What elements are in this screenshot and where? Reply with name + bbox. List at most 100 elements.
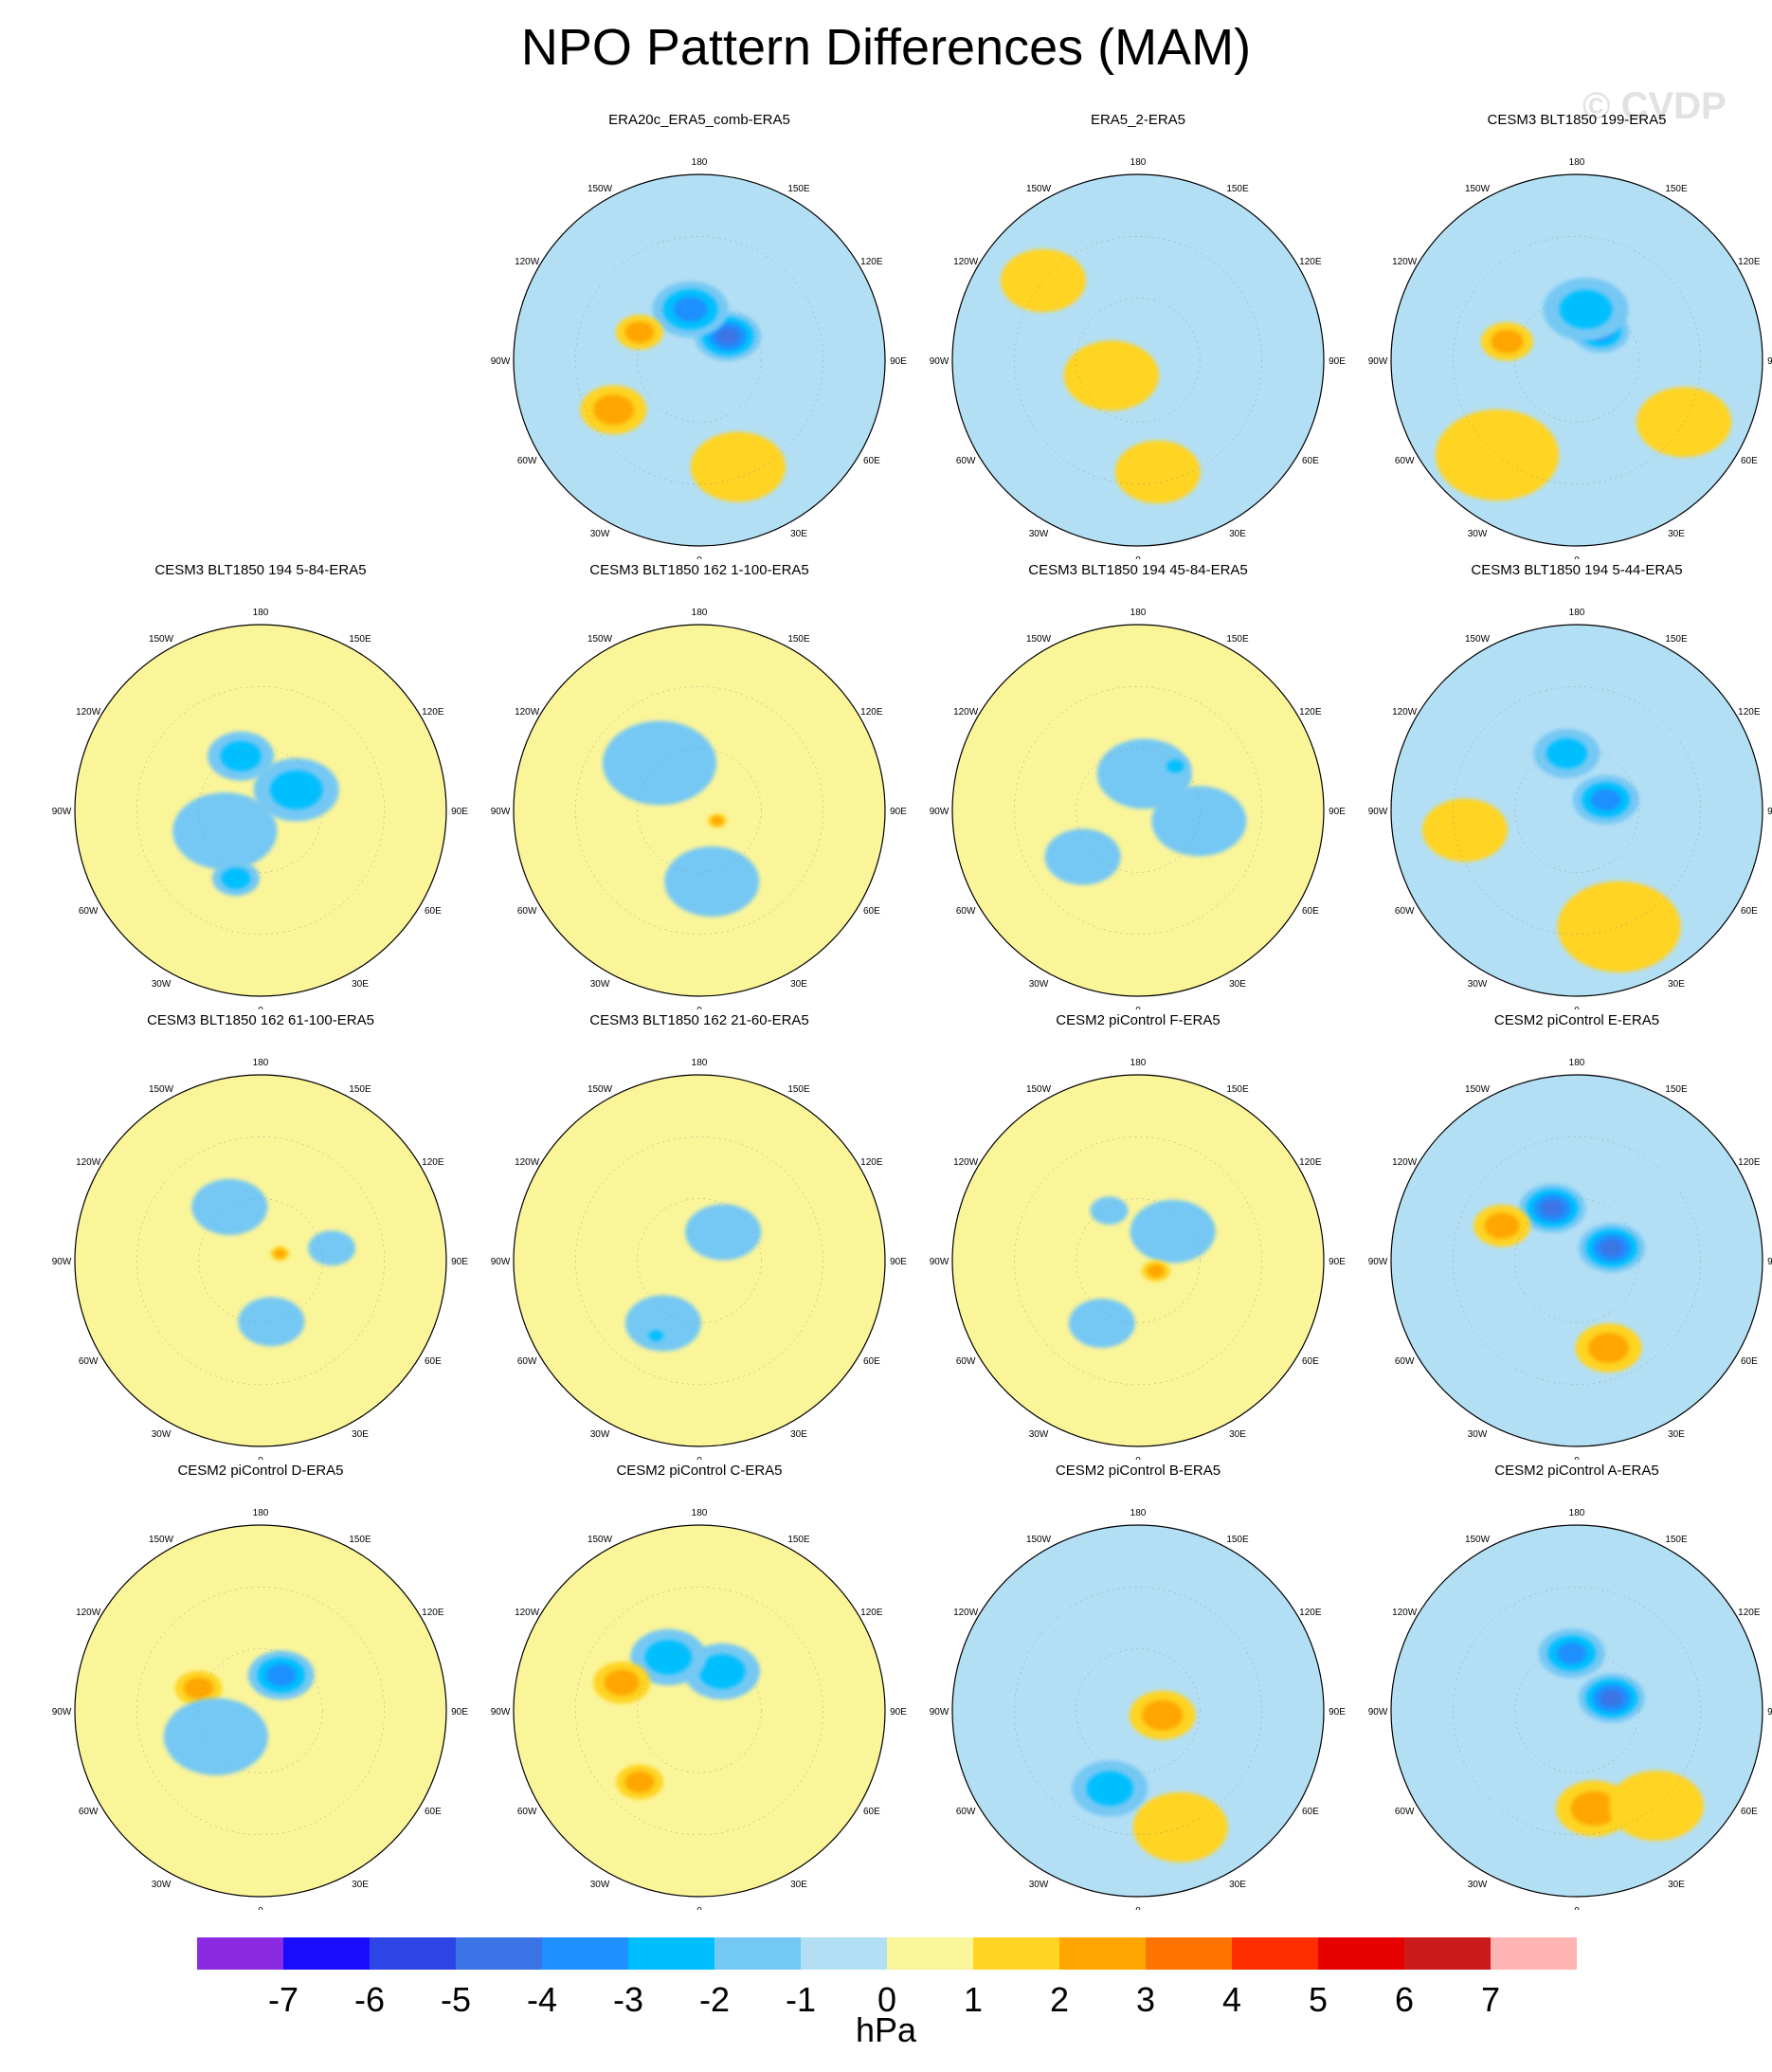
colorbar-swatch <box>1491 1937 1577 1970</box>
map-panel: CESM3 BLT1850 199-ERA5 180 150E 120E 90E 60E 3… <box>1359 112 1772 559</box>
longitude-label: 90W <box>491 356 511 367</box>
anomaly-contour <box>172 792 278 870</box>
latitude-circle <box>575 236 823 484</box>
panel-title: CESM3 BLT1850 194 5-44-ERA5 <box>1471 562 1683 578</box>
latitude-circle <box>1014 1587 1262 1835</box>
colorbar-swatch <box>973 1937 1059 1970</box>
anomaly-contour <box>604 1669 640 1696</box>
longitude-label: 90W <box>1368 1257 1388 1267</box>
latitude-circle <box>136 1136 385 1385</box>
longitude-label: 150W <box>149 1084 174 1095</box>
anomaly-contour <box>1546 738 1587 769</box>
map-background <box>514 1525 885 1897</box>
latitude-circle <box>1076 1198 1201 1323</box>
anomaly-contour <box>602 720 717 806</box>
longitude-label: 60E <box>1302 1807 1319 1817</box>
longitude-label: 0 <box>696 1456 702 1460</box>
longitude-label: 30E <box>352 979 369 990</box>
longitude-label: 60W <box>956 1807 976 1817</box>
longitude-label: 150E <box>349 634 371 645</box>
longitude-label: 60E <box>863 906 880 917</box>
longitude-label: 150W <box>1465 1535 1491 1545</box>
longitude-label: 30W <box>590 979 610 990</box>
anomaly-contour <box>1086 1771 1133 1807</box>
longitude-label: 0 <box>1574 555 1580 559</box>
map-boundary <box>951 173 1325 547</box>
anomaly-contour <box>191 1178 268 1236</box>
longitude-label: 120W <box>515 1157 540 1168</box>
anomaly-contour <box>1587 1333 1630 1364</box>
longitude-label: 30E <box>790 1880 807 1890</box>
longitude-label: 60W <box>956 906 976 917</box>
longitude-label: 30E <box>790 979 807 990</box>
longitude-label: 60W <box>956 456 976 466</box>
latitude-circle <box>637 748 762 873</box>
polar-map: 180 150E 120E 90E 60E 30E 0 30W 60W 90W 120W 150W <box>491 157 908 559</box>
map-panel: CESM3 BLT1850 194 5-84-ERA5 180 150E 120E 90… <box>43 562 479 1009</box>
colorbar-swatch <box>887 1937 973 1970</box>
longitude-label: 120W <box>953 1608 979 1618</box>
longitude-label: 30W <box>152 1880 172 1890</box>
longitude-label: 0 <box>696 555 702 559</box>
longitude-label: 180 <box>692 608 708 618</box>
anomaly-contour <box>220 740 262 772</box>
map-panel: CESM3 BLT1850 162 61-100-ERA5 180 150E 120E… <box>43 1012 479 1460</box>
longitude-label: 120E <box>860 1157 883 1168</box>
longitude-label: 90E <box>890 356 907 367</box>
longitude-label: 150W <box>149 634 174 645</box>
longitude-label: 180 <box>1130 1058 1147 1068</box>
longitude-label: 150E <box>1665 184 1688 194</box>
polar-map: 180 150E 120E 90E 60E 30E 0 30W 60W 90W 120W 150W <box>930 157 1347 559</box>
longitude-label: 90W <box>1368 1707 1388 1718</box>
panel-title: CESM2 piControl F-ERA5 <box>1056 1012 1221 1028</box>
map-panel: CESM3 BLT1850 194 5-44-ERA5 180 150E 120E 90… <box>1359 562 1772 1009</box>
anomaly-contour <box>1142 1699 1184 1731</box>
anomaly-contour <box>1600 1689 1624 1707</box>
colorbar-swatch <box>1318 1937 1404 1970</box>
anomaly-contour <box>1063 340 1159 411</box>
longitude-label: 150W <box>588 1084 613 1095</box>
map-boundary <box>74 1524 447 1898</box>
longitude-label: 30W <box>152 1429 172 1440</box>
longitude-label: 120E <box>1738 1157 1761 1168</box>
longitude-label: 60W <box>517 456 537 466</box>
anomaly-contour <box>664 846 760 918</box>
polar-map: 180 150E 120E 90E 60E 30E 0 30W 60W 90W 120W 150W <box>52 608 469 1009</box>
longitude-label: 30W <box>1468 979 1488 990</box>
latitude-circle <box>198 1648 323 1773</box>
longitude-label: 90E <box>1767 1257 1772 1267</box>
latitude-circle <box>1076 748 1201 873</box>
map-panel: CESM2 piControl E-ERA5 180 150E 120E 90E 60E 3… <box>1359 1012 1772 1460</box>
longitude-label: 30W <box>1468 1429 1488 1440</box>
latitude-circle <box>1514 1198 1639 1323</box>
latitude-circle <box>575 686 823 935</box>
longitude-label: 90W <box>1368 356 1388 367</box>
anomaly-contour <box>673 297 708 322</box>
longitude-label: 120W <box>1392 1608 1418 1618</box>
longitude-label: 150E <box>1665 1084 1688 1095</box>
longitude-label: 90E <box>890 807 907 817</box>
anomaly-contour <box>1491 329 1524 354</box>
longitude-label: 90W <box>1368 807 1388 817</box>
anomaly-contour <box>1559 289 1613 329</box>
longitude-label: 120W <box>1392 707 1418 718</box>
longitude-label: 60W <box>1395 906 1415 917</box>
anomaly-contour <box>690 431 787 502</box>
colorbar-tick-label: -3 <box>612 1980 643 2019</box>
longitude-label: 60E <box>425 906 442 917</box>
map-background <box>514 625 885 996</box>
latitude-circle <box>198 1198 323 1323</box>
anomaly-contour <box>644 1640 692 1675</box>
longitude-label: 150W <box>1026 634 1052 645</box>
map-panel: ERA5_2-ERA5 180 150E 120E 90E 60E 30E 0 30W 60W 90… <box>920 112 1356 559</box>
map-boundary <box>513 1524 886 1898</box>
longitude-label: 150E <box>1665 634 1688 645</box>
map-background <box>75 1525 446 1897</box>
map-panel: CESM3 BLT1850 194 45-84-ERA5 180 150E 120E 9… <box>920 562 1356 1009</box>
anomaly-contour <box>1636 387 1732 458</box>
latitude-circle <box>1453 1136 1701 1385</box>
longitude-label: 0 <box>1574 1006 1580 1009</box>
longitude-label: 150E <box>1226 634 1249 645</box>
colorbar-units: hPa <box>855 2010 917 2049</box>
longitude-label: 0 <box>258 1006 263 1009</box>
